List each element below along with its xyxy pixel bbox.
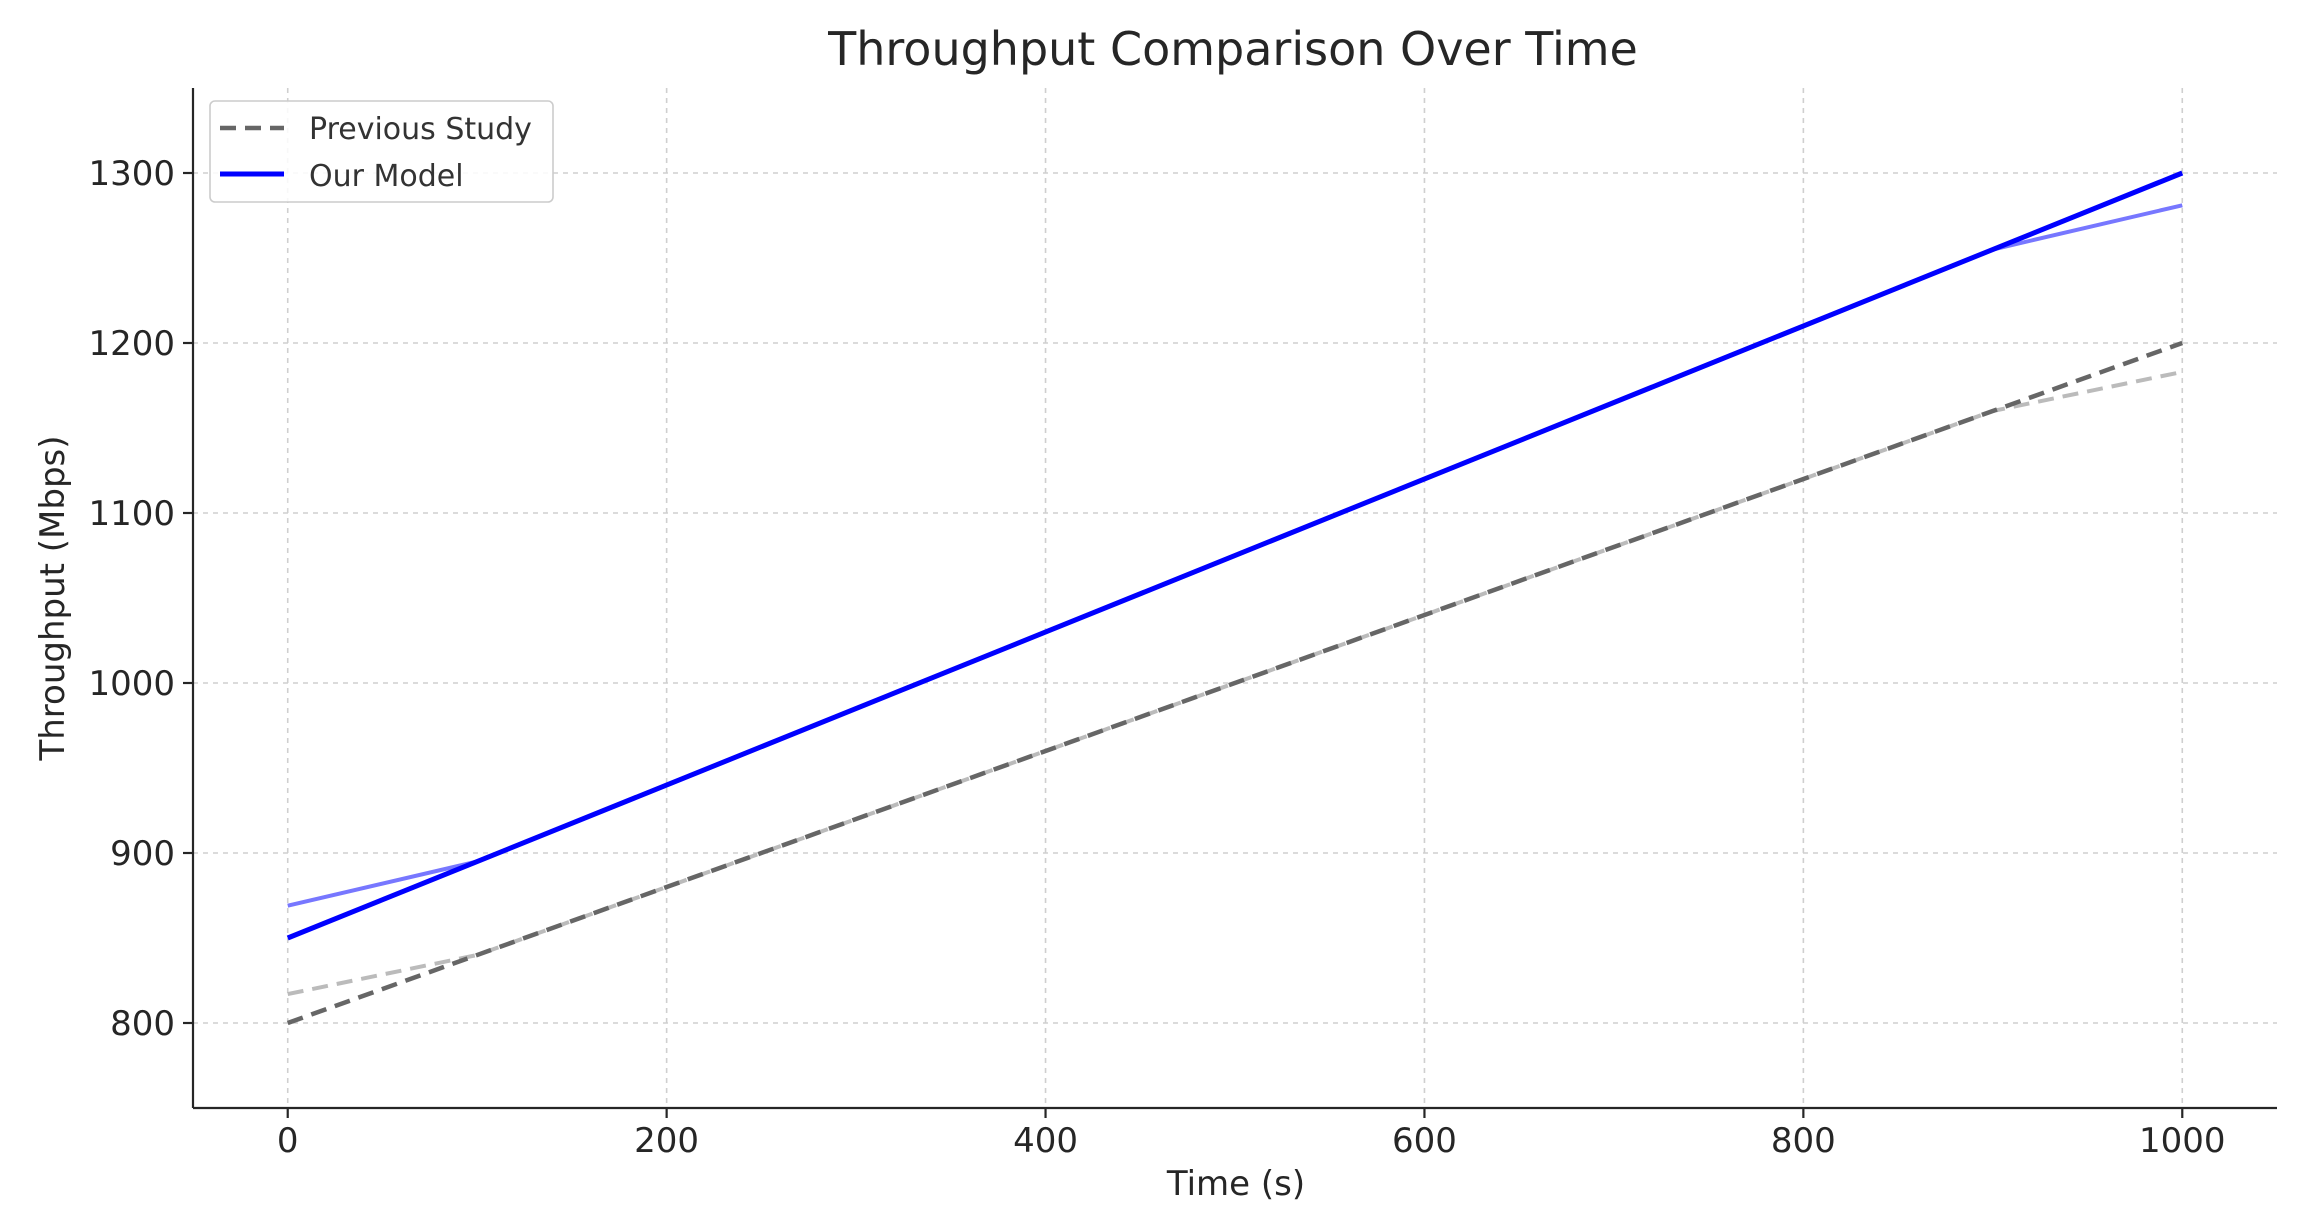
chart-title: Throughput Comparison Over Time: [827, 22, 1638, 76]
grid-lines: [193, 88, 2277, 1108]
x-tick-label: 200: [634, 1121, 699, 1161]
x-tick-label: 600: [1392, 1121, 1457, 1161]
y-tick-label: 1100: [88, 494, 175, 534]
axis-ticks: 0 200 400 600 800 1000 800 900 1000 1100 1200 1300: [88, 154, 2225, 1161]
unlabeled-series-line-0: [287, 369, 2183, 997]
x-tick-label: 400: [1013, 1121, 1078, 1161]
plot-lines: [286, 170, 2184, 1026]
y-tick-label: 1300: [88, 154, 175, 194]
x-axis-label: Time (s): [1166, 1164, 1305, 1204]
x-tick-label: 1000: [2139, 1121, 2226, 1161]
series-line-previous-study: [286, 340, 2184, 1026]
y-tick-label: 1200: [88, 324, 175, 364]
axes: [191, 88, 2277, 1110]
legend-box: [209, 100, 554, 203]
legend-label-our-model: Our Model: [309, 159, 464, 194]
y-tick-label: 900: [110, 834, 175, 874]
x-tick-label: 0: [277, 1121, 299, 1161]
y-tick-label: 800: [110, 1004, 175, 1044]
y-axis-label: Throughput (Mbps): [33, 435, 73, 761]
series-line-our-model: [286, 170, 2184, 941]
legend-label-previous-study: Previous Study: [309, 112, 532, 147]
x-tick-label: 800: [1771, 1121, 1836, 1161]
y-tick-label: 1000: [88, 664, 175, 704]
legend: Previous Study Our Model: [209, 100, 554, 203]
